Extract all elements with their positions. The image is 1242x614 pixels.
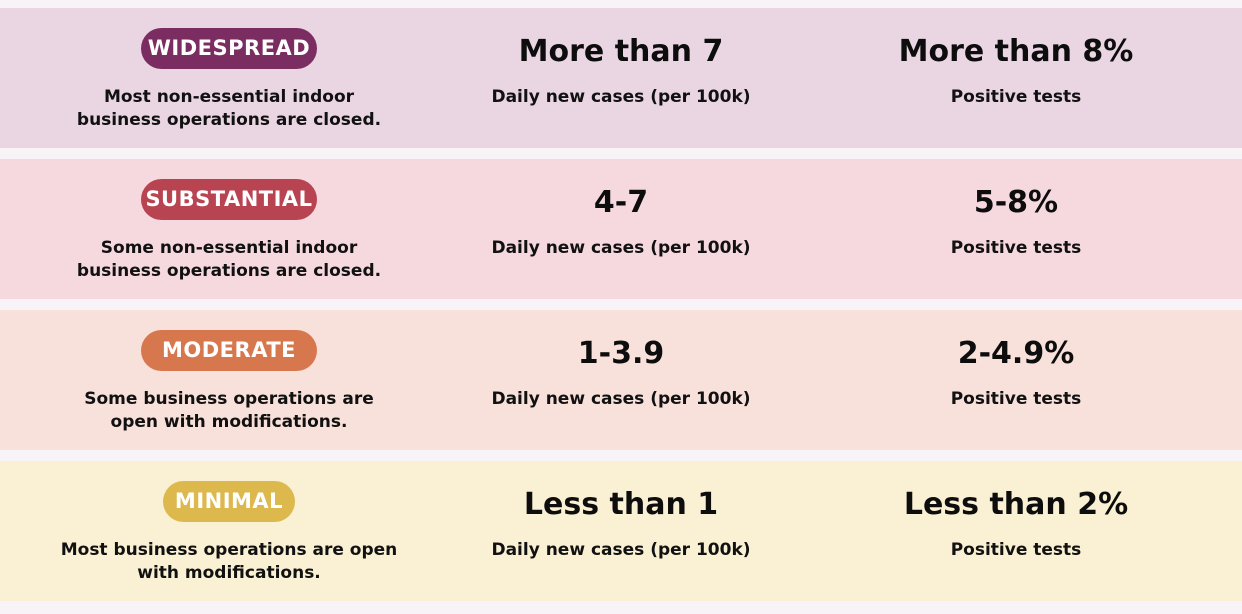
daily-cases-label: Daily new cases (per 100k) — [491, 540, 751, 560]
tier-info: MINIMAL Most business operations are ope… — [0, 461, 458, 601]
positive-tests-column: 2-4.9% Positive tests — [790, 310, 1242, 450]
tier-badge-widespread: WIDESPREAD — [141, 28, 317, 69]
positive-tests-label: Positive tests — [950, 540, 1082, 560]
tier-info: MODERATE Some business operations are op… — [0, 310, 458, 450]
tier-badge-minimal: MINIMAL — [163, 481, 295, 522]
daily-cases-value: 1-3.9 — [577, 336, 665, 371]
daily-cases-column: 4-7 Daily new cases (per 100k) — [395, 159, 847, 299]
positive-tests-column: More than 8% Positive tests — [790, 8, 1242, 148]
tier-row-minimal: MINIMAL Most business operations are ope… — [0, 461, 1242, 601]
tier-description: Most non-essential indoor business opera… — [76, 87, 382, 130]
positive-tests-value: More than 8% — [898, 34, 1134, 69]
tier-badge-substantial: SUBSTANTIAL — [141, 179, 317, 220]
positive-tests-label: Positive tests — [950, 389, 1082, 409]
tier-description: Some non-essential indoor business opera… — [76, 238, 382, 281]
daily-cases-column: More than 7 Daily new cases (per 100k) — [395, 8, 847, 148]
daily-cases-column: Less than 1 Daily new cases (per 100k) — [395, 461, 847, 601]
daily-cases-value: Less than 1 — [523, 487, 719, 522]
tier-description: Some business operations are open with m… — [84, 389, 374, 432]
positive-tests-value: 5-8% — [973, 185, 1059, 220]
tier-description: Most business operations are open with m… — [60, 540, 398, 583]
daily-cases-label: Daily new cases (per 100k) — [491, 389, 751, 409]
tier-info: WIDESPREAD Most non-essential indoor bus… — [0, 8, 458, 148]
daily-cases-value: 4-7 — [593, 185, 649, 220]
positive-tests-value: 2-4.9% — [957, 336, 1075, 371]
tier-row-widespread: WIDESPREAD Most non-essential indoor bus… — [0, 8, 1242, 148]
daily-cases-value: More than 7 — [518, 34, 724, 69]
tier-info: SUBSTANTIAL Some non-essential indoor bu… — [0, 159, 458, 299]
tier-badge-moderate: MODERATE — [141, 330, 317, 371]
positive-tests-column: 5-8% Positive tests — [790, 159, 1242, 299]
positive-tests-label: Positive tests — [950, 87, 1082, 107]
daily-cases-column: 1-3.9 Daily new cases (per 100k) — [395, 310, 847, 450]
positive-tests-value: Less than 2% — [903, 487, 1129, 522]
daily-cases-label: Daily new cases (per 100k) — [491, 87, 751, 107]
tier-row-moderate: MODERATE Some business operations are op… — [0, 310, 1242, 450]
positive-tests-label: Positive tests — [950, 238, 1082, 258]
tier-row-substantial: SUBSTANTIAL Some non-essential indoor bu… — [0, 159, 1242, 299]
positive-tests-column: Less than 2% Positive tests — [790, 461, 1242, 601]
daily-cases-label: Daily new cases (per 100k) — [491, 238, 751, 258]
